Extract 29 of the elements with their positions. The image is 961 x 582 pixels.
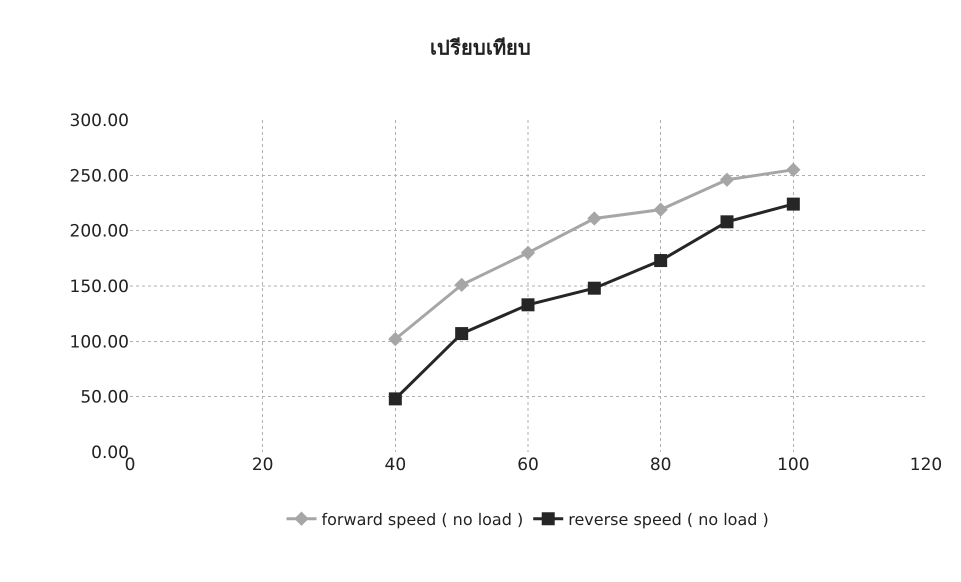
point bbox=[786, 198, 800, 211]
point bbox=[587, 211, 602, 226]
y-tick-label: 300.00 bbox=[70, 110, 129, 131]
point bbox=[654, 202, 668, 217]
y-tick-label: 150.00 bbox=[70, 276, 129, 297]
x-tick-label: 100 bbox=[777, 455, 810, 475]
point bbox=[388, 332, 402, 346]
point bbox=[454, 278, 469, 292]
y-tick-label: 50.00 bbox=[80, 388, 129, 408]
point bbox=[522, 298, 534, 312]
legend-label: reverse speed ( no load ) bbox=[568, 510, 769, 529]
point bbox=[786, 162, 800, 177]
x-tick-label: 40 bbox=[384, 455, 406, 475]
legend-label: forward speed ( no load ) bbox=[322, 510, 524, 529]
point bbox=[720, 172, 734, 187]
point bbox=[654, 254, 668, 268]
point bbox=[520, 246, 536, 260]
point bbox=[388, 392, 402, 406]
x-tick-label: 60 bbox=[517, 455, 539, 475]
y-tick-label: 100.00 bbox=[70, 332, 129, 352]
chart-title: เปรียบเทียบ bbox=[430, 36, 531, 60]
x-tick-label: 20 bbox=[252, 455, 274, 475]
y-tick-label: 250.00 bbox=[70, 166, 129, 186]
point bbox=[720, 215, 734, 228]
y-tick-label: 200.00 bbox=[70, 222, 129, 242]
point bbox=[455, 327, 468, 340]
x-tick-label: 80 bbox=[650, 455, 672, 475]
x-tick-label: 120 bbox=[910, 455, 942, 475]
point bbox=[588, 282, 601, 295]
